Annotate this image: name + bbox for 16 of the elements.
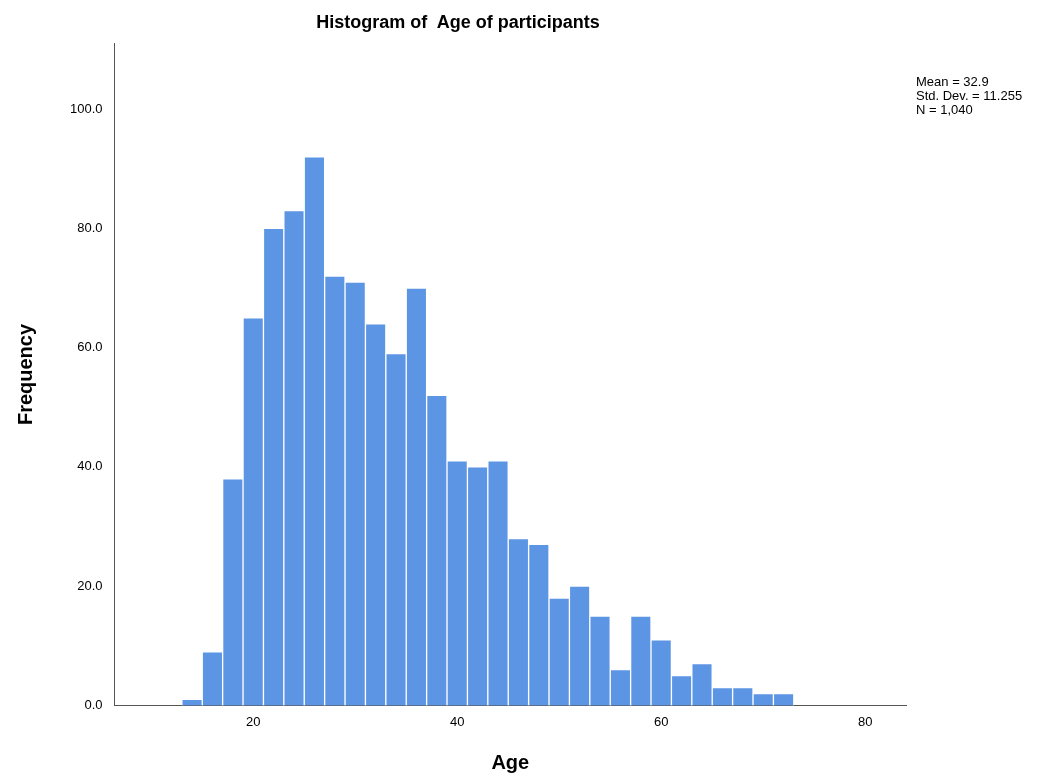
x-axis-title: Age — [491, 750, 530, 773]
text: Mean = 32.9 — [916, 74, 989, 90]
y-tick-label: 80.0 — [77, 220, 103, 236]
y-tick-label: 60.0 — [77, 339, 103, 355]
y-tick-label: 0.0 — [84, 696, 103, 712]
text: N = 1,040 — [916, 102, 973, 118]
y-tick-label: 40.0 — [77, 458, 103, 474]
y-axis-title: Frequency — [13, 323, 36, 426]
x-tick-label: 40 — [449, 713, 465, 729]
text: Std. Dev. = 11.255 — [916, 88, 1023, 104]
x-tick-label: 60 — [653, 713, 669, 729]
y-tick-label: 100.0 — [69, 100, 103, 116]
x-tick-label: 20 — [246, 713, 261, 729]
chart-title: Histogram of Age of participants — [316, 11, 600, 32]
x-tick-label: 80 — [857, 713, 873, 729]
y-tick-label: 20.0 — [77, 577, 103, 593]
